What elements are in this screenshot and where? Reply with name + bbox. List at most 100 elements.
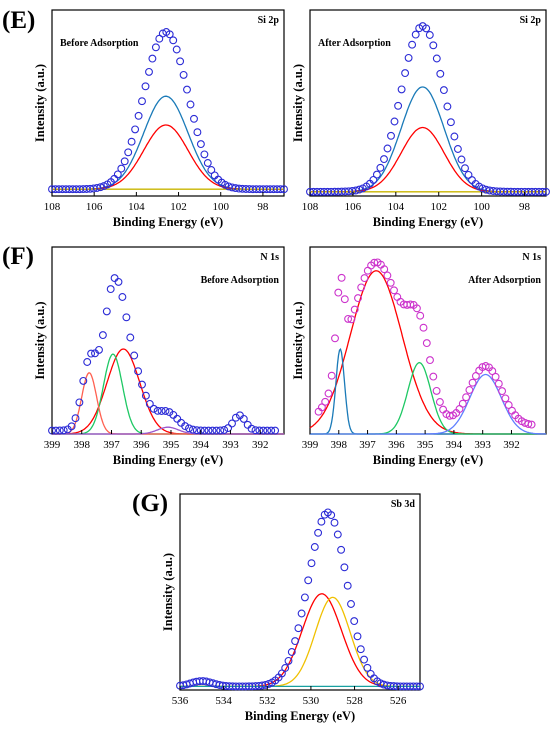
data-point xyxy=(110,274,119,283)
data-point xyxy=(228,419,236,428)
data-point xyxy=(439,86,448,95)
data-point xyxy=(169,36,178,45)
x-tick-label: 397 xyxy=(103,439,120,451)
data-point xyxy=(157,407,166,415)
data-point xyxy=(98,331,107,340)
data-point xyxy=(478,184,487,193)
series-line-0 xyxy=(180,593,420,688)
data-point xyxy=(542,187,550,196)
data-point xyxy=(297,609,306,618)
x-tick-label: 98 xyxy=(257,201,269,213)
data-point xyxy=(350,617,359,626)
data-point xyxy=(310,543,319,551)
series-line-0 xyxy=(52,95,284,190)
data-point xyxy=(59,426,68,435)
data-point xyxy=(145,399,154,408)
x-tick-label: 394 xyxy=(446,439,463,451)
data-point xyxy=(333,530,342,539)
data-point xyxy=(153,406,162,415)
data-point xyxy=(130,351,139,360)
data-point xyxy=(504,401,513,409)
data-point xyxy=(321,397,330,406)
data-point xyxy=(524,420,533,428)
data-point xyxy=(181,422,190,431)
panel-label-e: (E) xyxy=(2,7,35,34)
data-point xyxy=(380,155,388,164)
data-point xyxy=(337,545,346,554)
data-point xyxy=(261,680,270,689)
x-tick-label: 398 xyxy=(73,439,90,451)
data-point xyxy=(488,367,497,376)
data-point xyxy=(343,581,352,590)
data-point xyxy=(445,411,454,420)
data-point xyxy=(390,117,399,126)
data-point xyxy=(443,102,452,111)
series-line-3 xyxy=(310,373,547,435)
data-point xyxy=(347,600,355,608)
data-point xyxy=(120,157,129,166)
x-tick-label: 393 xyxy=(222,439,239,451)
data-point xyxy=(337,273,346,282)
x-tick-label: 399 xyxy=(44,439,61,451)
data-point xyxy=(188,425,197,434)
x-tick-label: 106 xyxy=(86,201,103,213)
x-tick-label: 528 xyxy=(346,695,363,707)
x-axis-title: Binding Energy (eV) xyxy=(373,453,483,467)
chart-layer: 108 106 104 102 100 98 Binding Energy (eV) Inte… xyxy=(33,9,550,723)
data-point xyxy=(360,655,369,664)
data-point xyxy=(397,85,406,94)
data-point xyxy=(494,379,503,388)
data-point xyxy=(185,424,193,433)
series-line-0 xyxy=(310,86,546,193)
data-point xyxy=(231,413,240,422)
data-point xyxy=(145,67,153,76)
data-point xyxy=(340,295,349,304)
data-point xyxy=(291,637,300,646)
condition-label: After Adsorption xyxy=(468,275,541,286)
data-point xyxy=(435,398,444,406)
chart-f-left: 399 398 397 396 395 394 393 392 Binding Energy (… xyxy=(33,246,285,467)
x-tick-label: 100 xyxy=(212,201,229,213)
data-point xyxy=(307,559,316,568)
x-tick-label: 106 xyxy=(345,201,362,213)
x-tick-label: 104 xyxy=(388,201,405,213)
x-axis-title: Binding Energy (eV) xyxy=(113,215,223,229)
data-point xyxy=(71,414,80,423)
x-tick-label: 530 xyxy=(303,695,320,707)
data-point xyxy=(429,41,438,50)
data-point xyxy=(411,30,420,39)
data-point xyxy=(419,323,428,332)
data-point xyxy=(183,85,191,94)
x-tick-label: 102 xyxy=(430,201,447,213)
data-point xyxy=(280,185,288,194)
x-tick-label: 532 xyxy=(259,695,276,707)
data-point xyxy=(416,311,425,320)
data-point xyxy=(353,632,362,641)
data-point xyxy=(372,170,381,179)
data-point xyxy=(498,387,507,396)
data-point xyxy=(287,648,296,656)
data-point xyxy=(406,300,415,309)
data-point xyxy=(351,186,360,195)
y-axis-title: Intensity (a.u.) xyxy=(33,301,47,379)
chart-e-left: 108 106 104 102 100 98 Binding Energy (eV) Inte… xyxy=(33,9,288,229)
data-point xyxy=(527,420,536,429)
data-point xyxy=(190,114,198,123)
x-tick-label: 392 xyxy=(503,439,520,451)
x-axis-title: Binding Energy (eV) xyxy=(373,215,483,229)
data-point xyxy=(118,293,127,301)
series-line-1 xyxy=(310,347,546,435)
data-point xyxy=(331,334,339,343)
data-point xyxy=(284,656,293,665)
data-point xyxy=(457,155,466,164)
data-point xyxy=(224,424,233,433)
data-point xyxy=(102,307,111,316)
data-point xyxy=(208,426,217,435)
data-point xyxy=(538,187,547,196)
data-point xyxy=(122,313,131,322)
data-point xyxy=(212,426,221,435)
data-point xyxy=(247,424,256,433)
x-tick-label: 399 xyxy=(302,439,319,451)
core-level-label: Sb 3d xyxy=(391,499,416,510)
